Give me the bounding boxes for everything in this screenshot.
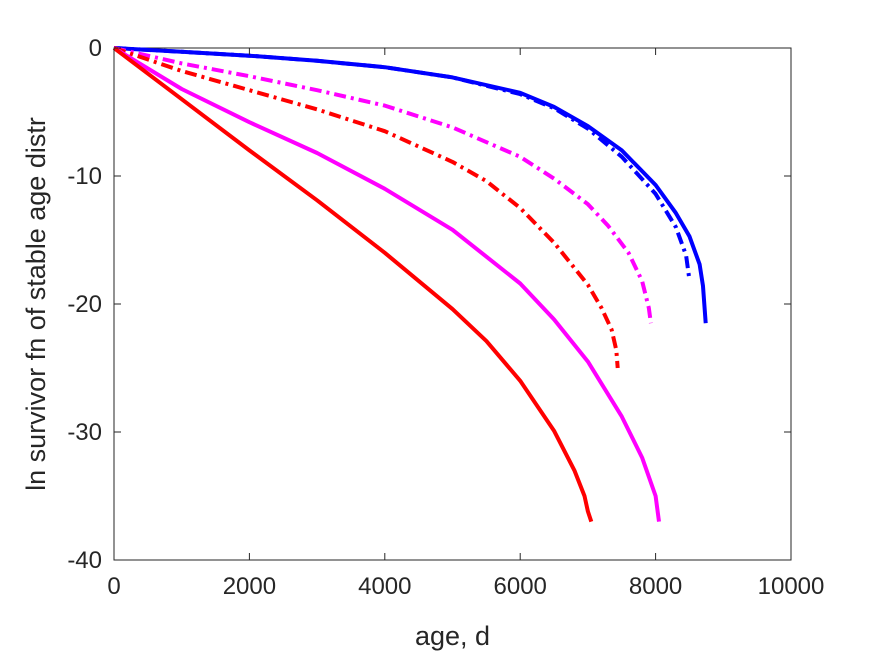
series-line-5	[112, 46, 661, 522]
series-line-2	[113, 46, 692, 280]
series-line-4	[113, 46, 620, 369]
x-tick-label: 10000	[758, 573, 825, 600]
y-tick-label: -30	[67, 419, 102, 446]
y-axis-label: ln survivor fn of stable age distr	[21, 117, 51, 491]
y-tick-label: -20	[67, 291, 102, 318]
series-line-6	[112, 46, 594, 523]
x-tick-label: 0	[107, 573, 120, 600]
series-layer	[112, 46, 708, 523]
y-tick-label: -40	[67, 547, 102, 574]
series-line-3	[113, 46, 653, 324]
x-tick-label: 2000	[223, 573, 276, 600]
x-axis-label: age, d	[415, 621, 490, 651]
x-tick-label: 6000	[494, 573, 547, 600]
x-tick-label: 8000	[629, 573, 682, 600]
tick-layer: 0 2000 4000 6000 8000 10000 0 -10 -20 -30 -40	[67, 35, 824, 600]
y-tick-label: -10	[67, 163, 102, 190]
y-tick-label: 0	[89, 35, 102, 62]
x-tick-label: 4000	[358, 573, 411, 600]
